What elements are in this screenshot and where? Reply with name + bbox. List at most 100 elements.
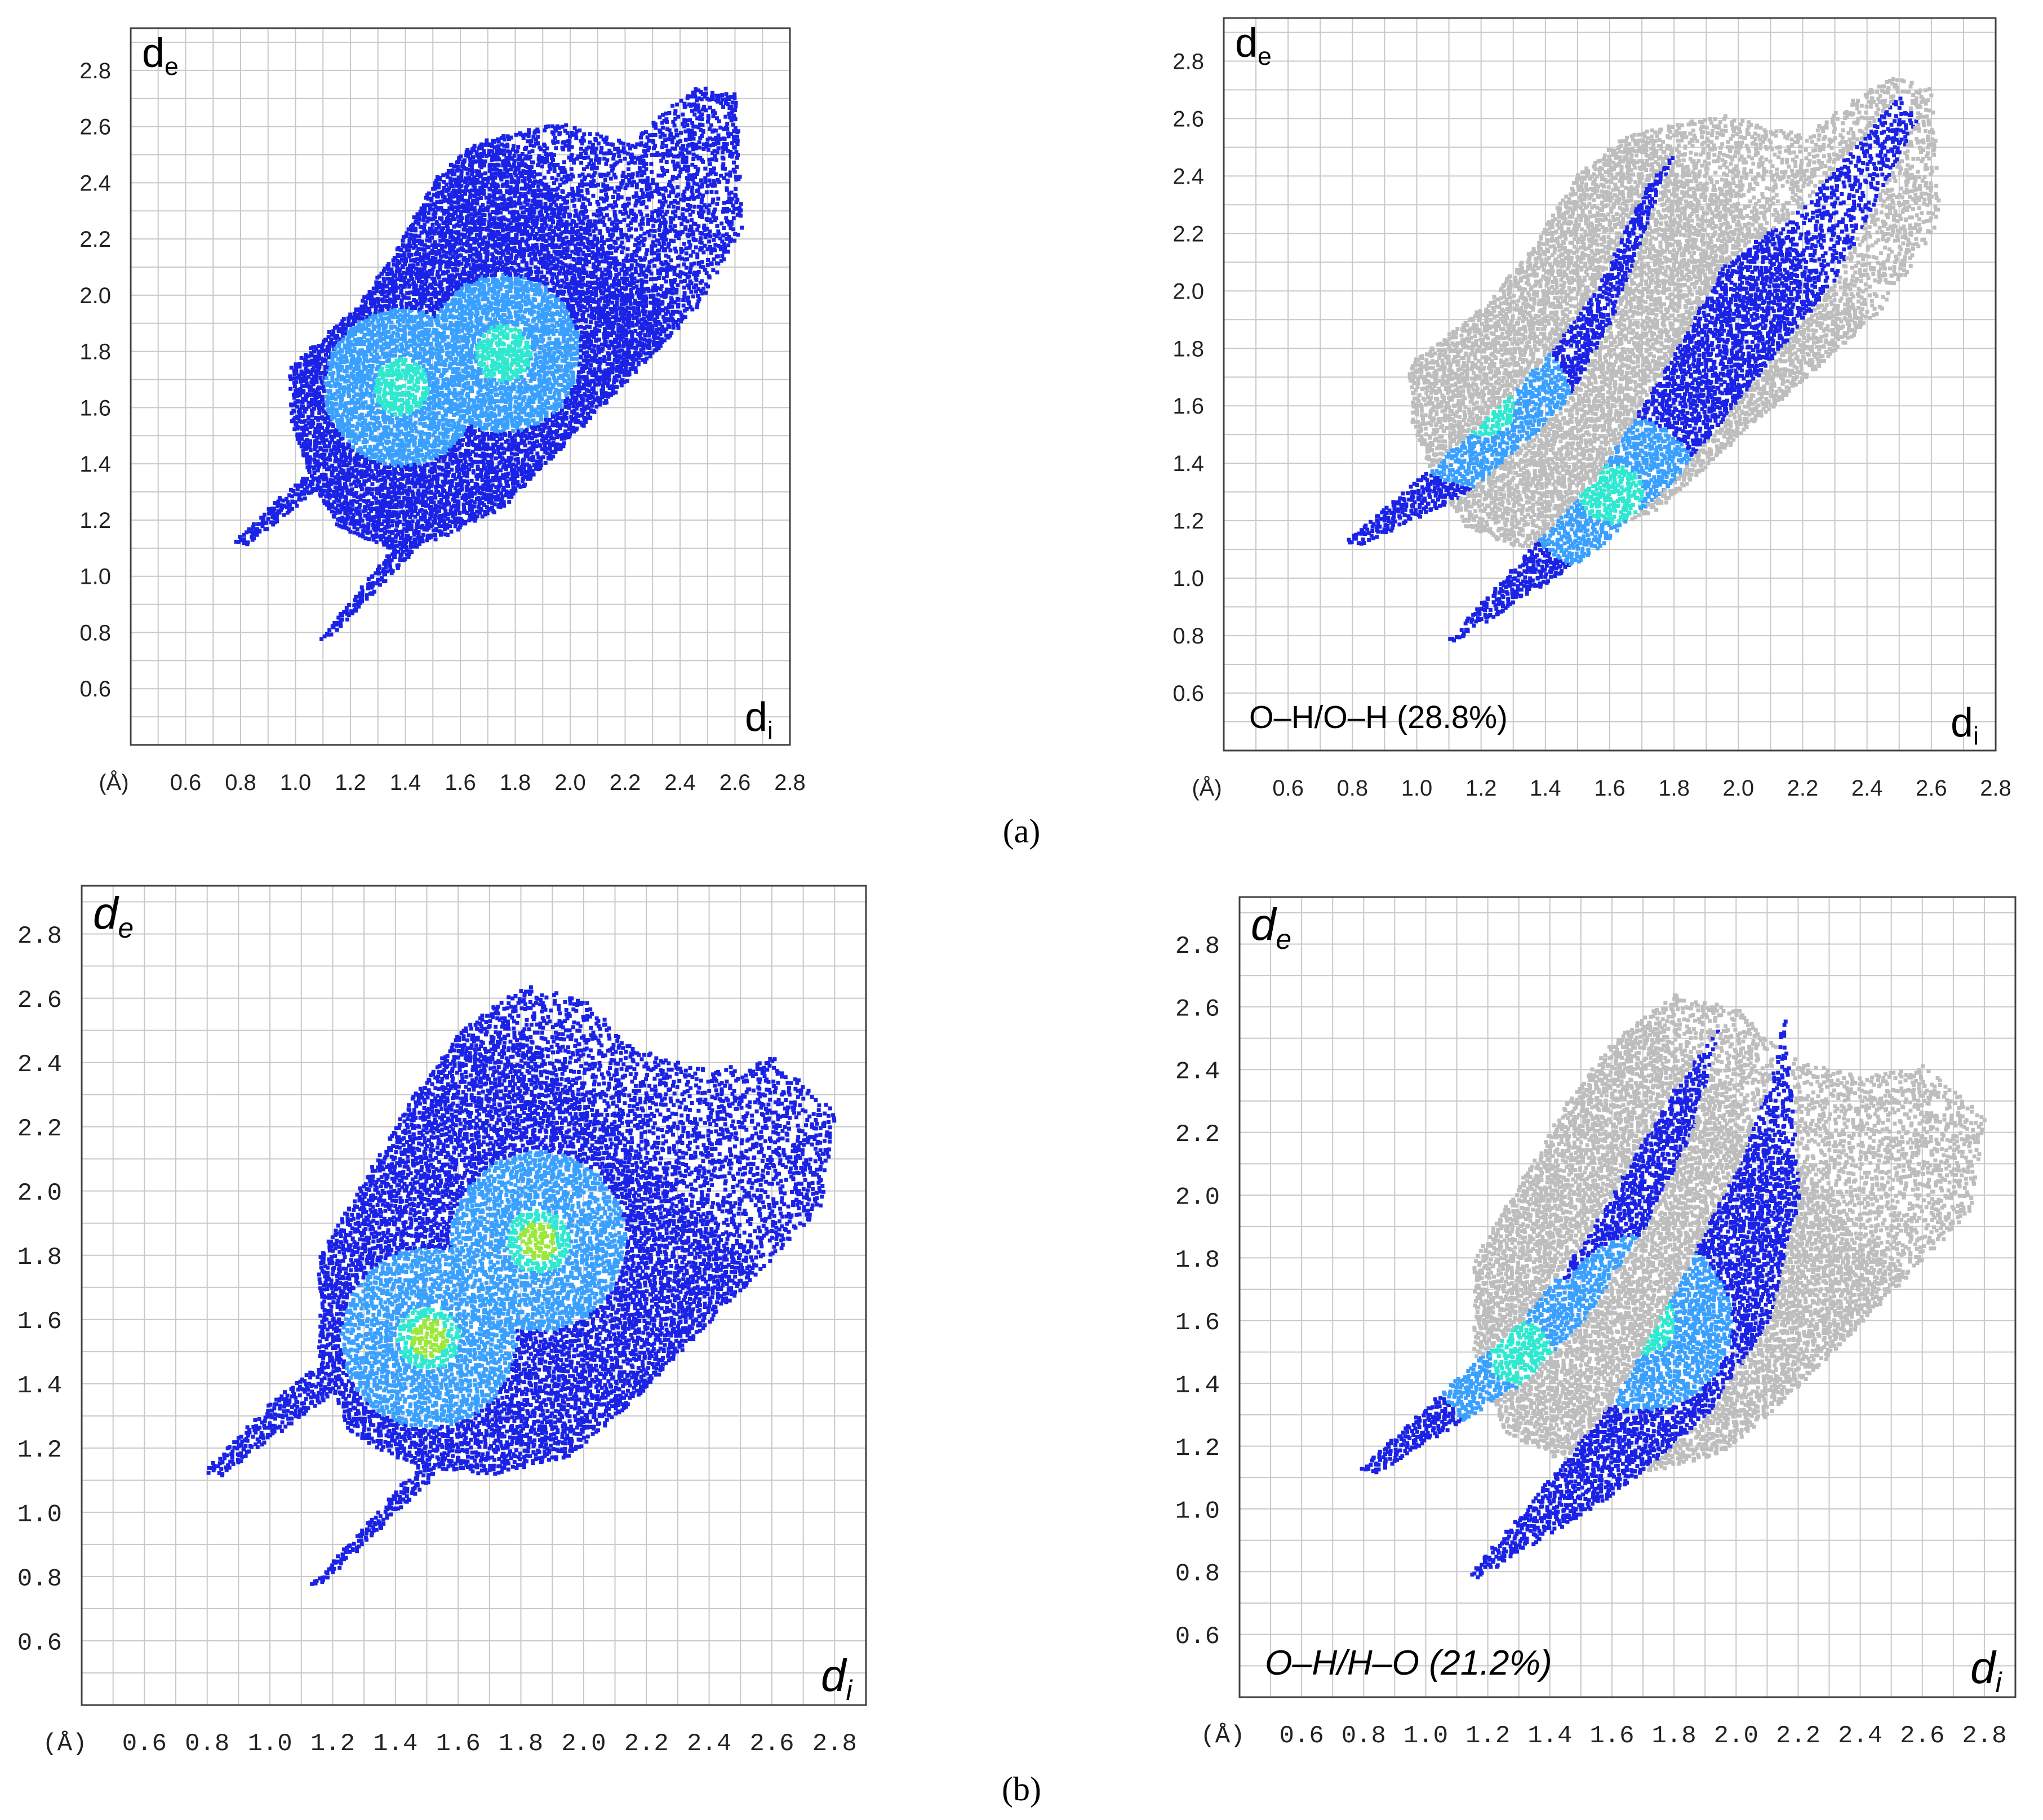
scatter-point — [352, 499, 356, 503]
scatter-point — [252, 522, 256, 526]
scatter-point — [342, 317, 346, 321]
scatter-point — [350, 492, 354, 496]
scatter-point — [345, 359, 349, 363]
scatter-point — [334, 466, 337, 470]
scatter-point — [337, 480, 341, 484]
scatter-point — [353, 312, 357, 316]
scatter-point — [344, 496, 348, 500]
scatter-point — [291, 489, 295, 493]
scatter-point — [305, 490, 309, 494]
scatter-point — [340, 422, 344, 426]
scatter-point — [314, 374, 318, 378]
scatter-point — [340, 375, 344, 379]
scatter-point — [350, 503, 354, 507]
scatter-point — [355, 468, 359, 472]
scatter-point — [246, 540, 250, 544]
scatter-point — [352, 374, 356, 378]
scatter-point — [285, 497, 288, 501]
scatter-point — [341, 412, 345, 416]
scatter-point — [351, 354, 355, 358]
scatter-point — [321, 439, 325, 443]
scatter-point — [337, 499, 341, 503]
scatter-point — [334, 402, 338, 406]
scatter-point — [337, 462, 341, 466]
scatter-point — [327, 356, 331, 359]
scatter-point — [265, 527, 269, 531]
scatter-point — [343, 401, 347, 405]
scatter-point — [322, 453, 326, 457]
panels: 0.60.81.01.21.41.61.82.02.22.42.62.80.6 0… — [17, 18, 2015, 1758]
scatter-point — [354, 415, 358, 419]
scatter-point — [331, 365, 335, 369]
scatter-point — [344, 521, 348, 525]
scatter-point — [342, 506, 346, 510]
scatter-point — [272, 507, 276, 511]
scatter-point — [312, 434, 316, 438]
scatter-point — [310, 487, 314, 491]
scatter-point — [332, 500, 336, 504]
scatter-point — [354, 484, 358, 488]
scatter-point — [318, 423, 322, 427]
scatter-point — [296, 487, 300, 491]
scatter-point — [350, 343, 354, 347]
scatter-point — [354, 441, 358, 445]
scatter-point — [325, 449, 328, 452]
scatter-point — [340, 350, 344, 354]
scatter-point — [331, 329, 335, 333]
scatter-point — [327, 493, 331, 497]
scatter-point — [337, 341, 341, 345]
scatter-point — [338, 383, 342, 387]
scatter-point — [350, 316, 354, 319]
scatter-point — [341, 469, 345, 473]
scatter-point — [314, 378, 318, 381]
scatter-point — [329, 384, 333, 388]
scatter-point — [337, 390, 341, 394]
scatter-point — [301, 453, 305, 457]
scatter-point — [322, 499, 326, 503]
scatter-point — [282, 513, 286, 517]
scatter-point — [310, 414, 314, 418]
scatter-point — [300, 356, 304, 360]
scatter-point — [336, 503, 340, 507]
scatter-point — [329, 338, 333, 341]
scatter-point — [327, 486, 331, 490]
scatter-point — [304, 398, 308, 402]
scatter-point — [324, 359, 328, 363]
scatter-point — [337, 449, 341, 453]
scatter-point — [317, 385, 321, 389]
scatter-point — [327, 381, 331, 385]
scatter-point — [321, 417, 325, 421]
scatter-point — [351, 424, 355, 428]
scatter-point — [353, 598, 357, 602]
scatter-point — [301, 389, 305, 393]
scatter-point — [330, 509, 334, 513]
scatter-point — [350, 519, 354, 523]
scatter-point — [305, 427, 309, 431]
scatter-point — [312, 477, 316, 481]
scatter-point — [345, 610, 349, 614]
scatter-point — [310, 419, 314, 423]
scatter-point — [347, 422, 351, 426]
scatter-point — [314, 445, 318, 449]
scatter-point — [322, 388, 326, 392]
scatter-point — [294, 367, 298, 371]
scatter-point — [256, 522, 260, 526]
scatter-point — [305, 477, 309, 481]
scatter-point — [354, 475, 358, 479]
scatter-point — [327, 330, 331, 334]
scatter-point — [257, 530, 261, 534]
scatter-point — [345, 415, 349, 419]
scatter-point — [325, 461, 328, 465]
scatter-point — [344, 356, 348, 360]
scatter-point — [341, 393, 345, 397]
scatter-point — [291, 409, 295, 412]
scatter-point — [303, 496, 307, 500]
scatter-point — [353, 347, 357, 350]
scatter-point — [252, 536, 256, 540]
scatter-point — [350, 487, 354, 491]
scatter-point — [355, 425, 359, 429]
scatter-point — [299, 498, 303, 501]
scatter-point — [327, 429, 331, 433]
scatter-point — [316, 468, 320, 472]
scatter-point — [337, 493, 341, 497]
